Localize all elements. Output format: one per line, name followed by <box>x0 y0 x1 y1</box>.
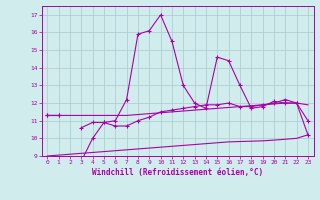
X-axis label: Windchill (Refroidissement éolien,°C): Windchill (Refroidissement éolien,°C) <box>92 168 263 177</box>
